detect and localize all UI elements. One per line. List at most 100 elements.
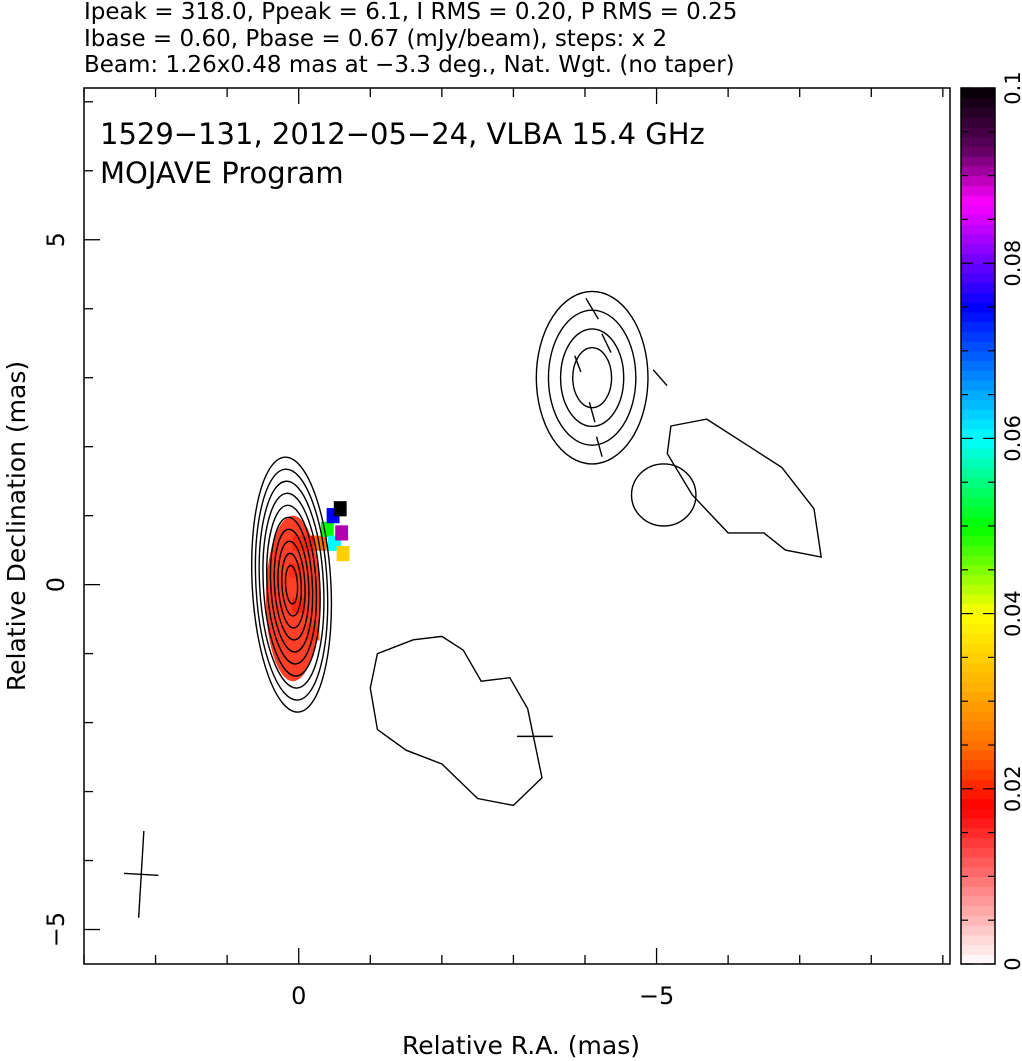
- jet-contour: [369, 635, 543, 807]
- pol-vector: [652, 369, 668, 387]
- colorbar-swatch: [961, 555, 995, 566]
- colorbar-tick-label: 0.08: [1001, 240, 1022, 287]
- colorbar-tick-label: 0.04: [1001, 590, 1022, 637]
- colorbar-swatch: [961, 827, 995, 839]
- colorbar-swatch: [961, 642, 995, 654]
- colorbar-swatch: [961, 672, 995, 683]
- colorbar-swatch: [961, 272, 995, 284]
- colorbar-swatch: [961, 516, 995, 527]
- colorbar-swatch: [961, 399, 995, 410]
- colorbar-swatch: [961, 526, 995, 537]
- colorbar-swatch: [961, 224, 995, 235]
- plot-frame: [83, 87, 951, 965]
- colorbar-swatch: [961, 409, 995, 420]
- colorbar-swatch: [961, 691, 995, 702]
- jet-contour: [666, 418, 823, 558]
- colorbar-tick-label: 0.02: [1001, 765, 1022, 812]
- colorbar-swatch: [961, 895, 995, 907]
- colorbar-swatch: [961, 730, 995, 741]
- colorbar-swatch: [961, 292, 995, 303]
- colorbar-swatch: [961, 759, 995, 770]
- colorbar-swatch: [961, 603, 995, 615]
- y-tick-label: 0: [42, 577, 70, 592]
- pol-vector: [588, 402, 596, 423]
- colorbar-swatch: [961, 370, 995, 381]
- beam-marker: [124, 830, 159, 918]
- colorbar-swatch: [961, 311, 995, 323]
- header-line-1: Ipeak = 318.0, Ppeak = 6.1, I RMS = 0.20…: [84, 0, 738, 25]
- colorbar-swatch: [961, 97, 995, 109]
- contour-level: [547, 309, 637, 446]
- contour-level: [266, 504, 318, 665]
- colorbar-swatch: [961, 204, 995, 216]
- colorbar-swatch: [961, 681, 995, 693]
- colorbar-swatch: [961, 856, 995, 868]
- header-line-3: Beam: 1.26x0.48 mas at −3.3 deg., Nat. W…: [84, 52, 735, 78]
- pol-pixel: [336, 546, 350, 562]
- colorbar-swatch: [961, 740, 995, 751]
- colorbar-swatch: [961, 808, 995, 819]
- chart-title: 1529−131, 2012−05−24, VLBA 15.4 GHz: [100, 117, 705, 151]
- colorbar-swatch: [961, 837, 995, 848]
- colorbar-swatch: [961, 633, 995, 644]
- colorbar-swatch: [961, 350, 995, 362]
- colorbar-swatch: [961, 418, 995, 430]
- colorbar-tick-label: 0.1: [1001, 71, 1022, 104]
- polarization-vectors: [517, 297, 668, 738]
- colorbar-swatch: [961, 448, 995, 459]
- contour-level: [277, 540, 306, 629]
- colorbar-swatch: [961, 574, 995, 585]
- contour-level: [572, 347, 613, 409]
- y-tick-label: −5: [42, 912, 70, 947]
- chart-subtitle: MOJAVE Program: [100, 156, 344, 190]
- colorbar-tick-label: 0.06: [1001, 415, 1022, 462]
- colorbar-swatch: [961, 954, 995, 965]
- colorbar-swatch: [961, 720, 995, 731]
- contour-level: [250, 456, 333, 713]
- colorbar-swatch: [961, 321, 995, 332]
- colorbar-swatch: [961, 487, 995, 498]
- colorbar-swatch: [961, 535, 995, 547]
- contour-level: [273, 528, 310, 641]
- colorbar-swatch: [961, 769, 995, 780]
- colorbar-swatch: [961, 331, 995, 342]
- colorbar-swatch: [961, 234, 995, 245]
- contour-level: [254, 468, 329, 701]
- colorbar-swatch: [961, 652, 995, 663]
- pol-vector: [585, 297, 600, 320]
- x-tick-label: 0: [291, 982, 306, 1010]
- colorbar-swatch: [961, 243, 995, 255]
- colorbar-tick-label: 0: [1001, 957, 1022, 970]
- colorbar-swatch: [961, 749, 995, 761]
- colorbar-swatch: [961, 175, 995, 186]
- colorbar-swatch: [961, 905, 995, 916]
- colorbar-swatch: [961, 360, 995, 371]
- colorbar-swatch: [961, 214, 995, 225]
- header-line-2: Ibase = 0.60, Pbase = 0.67 (mJy/beam), s…: [84, 26, 668, 52]
- pol-vector: [601, 333, 612, 353]
- contour-level: [535, 290, 649, 465]
- colorbar-swatch: [961, 818, 995, 829]
- colorbar-swatch: [961, 944, 995, 955]
- colorbar-swatch: [961, 467, 995, 478]
- colorbar-swatch: [961, 788, 995, 800]
- x-axis-label: Relative R.A. (mas): [402, 1031, 640, 1060]
- colorbar-swatch: [961, 613, 995, 624]
- colorbar-swatch: [961, 701, 995, 712]
- colorbar-swatch: [961, 506, 995, 517]
- colorbar-swatch: [961, 496, 995, 508]
- contour-level: [284, 564, 299, 605]
- colorbar-swatch: [961, 136, 995, 147]
- colorbar-swatch: [961, 117, 995, 128]
- colorbar-swatch: [961, 156, 995, 167]
- pol-vector: [595, 436, 603, 457]
- y-tick-label: 5: [42, 232, 70, 247]
- colorbar-swatch: [961, 564, 995, 576]
- colorbar-swatch: [961, 185, 995, 196]
- colorbar-swatch: [961, 886, 995, 897]
- intensity-contours: [250, 290, 823, 807]
- colorbar-swatch: [961, 253, 995, 264]
- colorbar-swatch: [961, 389, 995, 401]
- colorbar-swatch: [961, 88, 995, 99]
